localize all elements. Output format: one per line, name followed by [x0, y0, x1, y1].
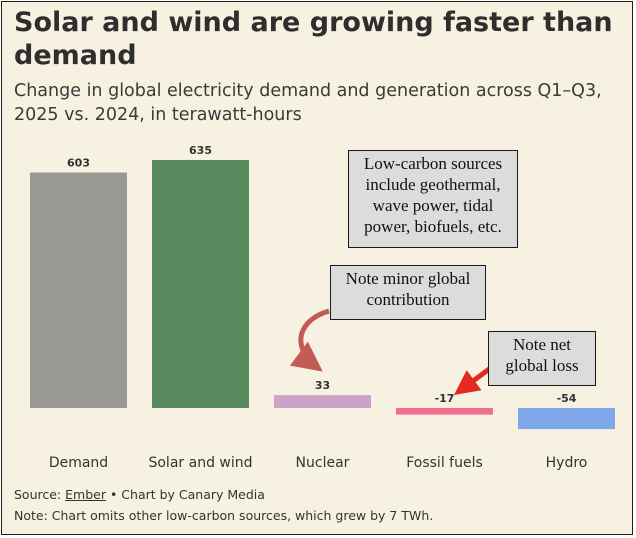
fossil-note-arrow: [453, 364, 494, 395]
bar-value-label-fossil-fuels: -17: [435, 392, 455, 405]
category-label-nuclear: Nuclear: [296, 455, 350, 471]
bar-value-label-demand: 603: [67, 157, 90, 170]
source-prefix: Source:: [14, 487, 66, 502]
bar-demand: [30, 172, 127, 408]
category-label-fossil-fuels: Fossil fuels: [406, 455, 483, 471]
category-label-solar-and-wind: Solar and wind: [148, 455, 252, 471]
category-label-demand: Demand: [49, 455, 108, 471]
source-suffix: • Chart by Canary Media: [105, 487, 265, 502]
low-carbon-note: Low-carbon sources include geothermal, w…: [348, 150, 518, 248]
bar-fossil-fuels: [396, 408, 493, 415]
source-line: Source: Ember • Chart by Canary Media: [14, 487, 265, 502]
bar-solar-and-wind: [152, 160, 249, 408]
bar-value-label-nuclear: 33: [315, 379, 330, 392]
source-link-ember[interactable]: Ember: [65, 487, 106, 502]
bar-hydro: [518, 408, 615, 430]
chart-subtitle: Change in global electricity demand and …: [14, 81, 602, 125]
nuclear-note: Note minor global contribution: [330, 265, 486, 320]
category-label-hydro: Hydro: [546, 455, 588, 471]
bar-value-label-hydro: -54: [557, 392, 577, 405]
chart-footnote: Note: Chart omits other low-carbon sourc…: [14, 508, 434, 523]
bar-value-label-solar-and-wind: 635: [189, 144, 212, 157]
bar-nuclear: [274, 395, 371, 408]
fossil-note: Note net global loss: [488, 331, 596, 386]
nuclear-note-arrow: [289, 308, 330, 372]
chart-title: Solar and wind are growing faster than d…: [14, 7, 613, 71]
